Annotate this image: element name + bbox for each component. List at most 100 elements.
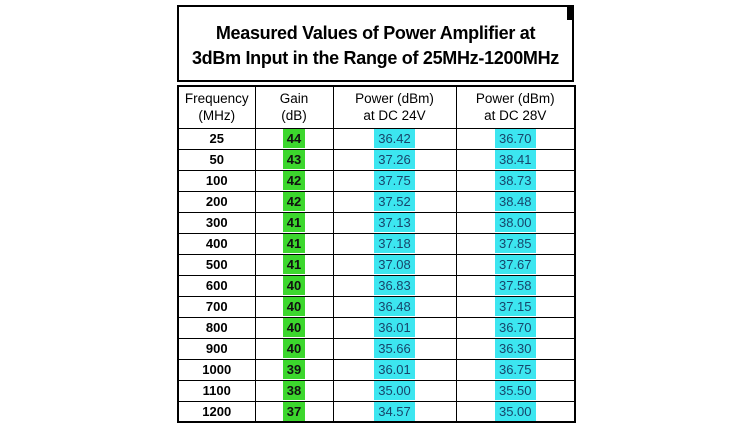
power-24v-cell: 36.83 (332, 274, 457, 297)
gain-value-highlight: 40 (282, 318, 306, 337)
power-24v-cell: 37.75 (332, 169, 457, 192)
table-row: 800 40 36.01 36.70 (177, 316, 576, 339)
power-24v-value-highlight: 37.26 (374, 150, 415, 169)
gain-value-highlight: 37 (282, 402, 306, 421)
frequency-cell: 25 (177, 127, 256, 150)
frequency-cell: 800 (177, 316, 256, 339)
power-28v-value-highlight: 35.00 (494, 402, 536, 421)
power-24v-value-highlight: 36.42 (374, 129, 415, 148)
gain-cell: 40 (254, 337, 334, 360)
header-power-24v-line1: Power (dBm) (355, 91, 434, 107)
gain-value-highlight: 41 (282, 255, 306, 274)
figure-content: Measured Values of Power Amplifier at 3d… (177, 5, 576, 423)
gain-value-highlight: 39 (282, 360, 306, 379)
gain-value-highlight: 44 (282, 129, 306, 148)
table-body: 25 44 36.42 36.70 50 43 37.26 38.41 100 42 37.75 38… (177, 127, 576, 423)
header-frequency: Frequency (MHz) (177, 85, 256, 129)
power-28v-value-highlight: 37.58 (494, 276, 536, 295)
power-24v-cell: 35.00 (332, 379, 457, 402)
title-line-2: 3dBm Input in the Range of 25MHz-1200MHz (191, 47, 560, 68)
power-24v-cell: 36.42 (332, 127, 457, 150)
frequency-cell: 900 (177, 337, 256, 360)
power-24v-value-highlight: 36.83 (374, 276, 415, 295)
power-24v-value-highlight: 37.75 (374, 171, 415, 190)
table-row: 1000 39 36.01 36.75 (177, 358, 576, 381)
header-frequency-line1: Frequency (184, 91, 249, 107)
corner-artifact-mark (567, 6, 573, 20)
gain-value-highlight: 40 (282, 339, 306, 358)
frequency-cell: 200 (177, 190, 256, 213)
frequency-cell: 100 (177, 169, 256, 192)
frequency-cell: 400 (177, 232, 256, 255)
power-28v-value-highlight: 37.67 (494, 255, 536, 274)
header-power-28v-line1: Power (dBm) (475, 91, 555, 107)
gain-cell: 39 (254, 358, 334, 381)
table-row: 700 40 36.48 37.15 (177, 295, 576, 318)
title-line-1: Measured Values of Power Amplifier at (215, 22, 536, 43)
header-power-28v: Power (dBm) at DC 28V (455, 85, 576, 129)
gain-value-highlight: 40 (282, 297, 306, 316)
header-gain: Gain (dB) (254, 85, 334, 129)
power-28v-cell: 38.73 (455, 169, 576, 192)
power-24v-value-highlight: 35.66 (374, 339, 415, 358)
power-24v-cell: 37.52 (332, 190, 457, 213)
frequency-cell: 1000 (177, 358, 256, 381)
power-28v-cell: 36.75 (455, 358, 576, 381)
frequency-cell: 50 (177, 148, 256, 171)
header-row: Frequency (MHz) Gain (dB) Power (dBm) at… (177, 85, 576, 129)
gain-value-highlight: 40 (282, 276, 306, 295)
power-28v-value-highlight: 36.70 (494, 129, 536, 148)
gain-cell: 41 (254, 232, 334, 255)
gain-value-highlight: 43 (282, 150, 306, 169)
power-24v-cell: 36.01 (332, 358, 457, 381)
header-power-24v: Power (dBm) at DC 24V (332, 85, 457, 129)
power-28v-value-highlight: 38.41 (494, 150, 536, 169)
table-row: 400 41 37.18 37.85 (177, 232, 576, 255)
gain-value-highlight: 41 (282, 213, 306, 232)
power-24v-value-highlight: 37.18 (374, 234, 415, 253)
power-24v-value-highlight: 34.57 (374, 402, 415, 421)
gain-cell: 41 (254, 211, 334, 234)
header-frequency-line2: (MHz) (198, 108, 236, 124)
power-28v-cell: 37.15 (455, 295, 576, 318)
gain-cell: 40 (254, 316, 334, 339)
header-power-24v-line2: at DC 24V (363, 108, 426, 124)
frequency-cell: 500 (177, 253, 256, 276)
power-28v-cell: 36.70 (455, 127, 576, 150)
table-title: Measured Values of Power Amplifier at 3d… (177, 5, 574, 82)
power-24v-cell: 37.13 (332, 211, 457, 234)
power-24v-value-highlight: 36.48 (374, 297, 415, 316)
power-28v-value-highlight: 38.73 (494, 171, 536, 190)
power-28v-cell: 38.41 (455, 148, 576, 171)
table-row: 1200 37 34.57 35.00 (177, 400, 576, 423)
power-28v-value-highlight: 36.70 (494, 318, 536, 337)
table-row: 1100 38 35.00 35.50 (177, 379, 576, 402)
power-24v-cell: 36.48 (332, 295, 457, 318)
gain-value-highlight: 41 (282, 234, 306, 253)
power-24v-value-highlight: 36.01 (374, 318, 415, 337)
frequency-cell: 300 (177, 211, 256, 234)
power-28v-value-highlight: 36.30 (494, 339, 536, 358)
table-row: 200 42 37.52 38.48 (177, 190, 576, 213)
gain-value-highlight: 42 (282, 192, 306, 211)
power-24v-value-highlight: 36.01 (374, 360, 415, 379)
gain-cell: 43 (254, 148, 334, 171)
table-row: 500 41 37.08 37.67 (177, 253, 576, 276)
power-24v-value-highlight: 37.52 (374, 192, 415, 211)
power-28v-value-highlight: 38.00 (494, 213, 536, 232)
power-28v-cell: 38.48 (455, 190, 576, 213)
gain-cell: 38 (254, 379, 334, 402)
frequency-cell: 700 (177, 295, 256, 318)
gain-cell: 42 (254, 190, 334, 213)
power-24v-cell: 37.08 (332, 253, 457, 276)
gain-value-highlight: 38 (282, 381, 306, 400)
header-gain-line1: Gain (279, 91, 309, 107)
power-28v-value-highlight: 37.15 (494, 297, 536, 316)
gain-cell: 40 (254, 274, 334, 297)
power-24v-cell: 34.57 (332, 400, 457, 423)
power-28v-value-highlight: 36.75 (494, 360, 536, 379)
gain-cell: 42 (254, 169, 334, 192)
table-row: 50 43 37.26 38.41 (177, 148, 576, 171)
power-28v-cell: 35.00 (455, 400, 576, 423)
table-row: 900 40 35.66 36.30 (177, 337, 576, 360)
